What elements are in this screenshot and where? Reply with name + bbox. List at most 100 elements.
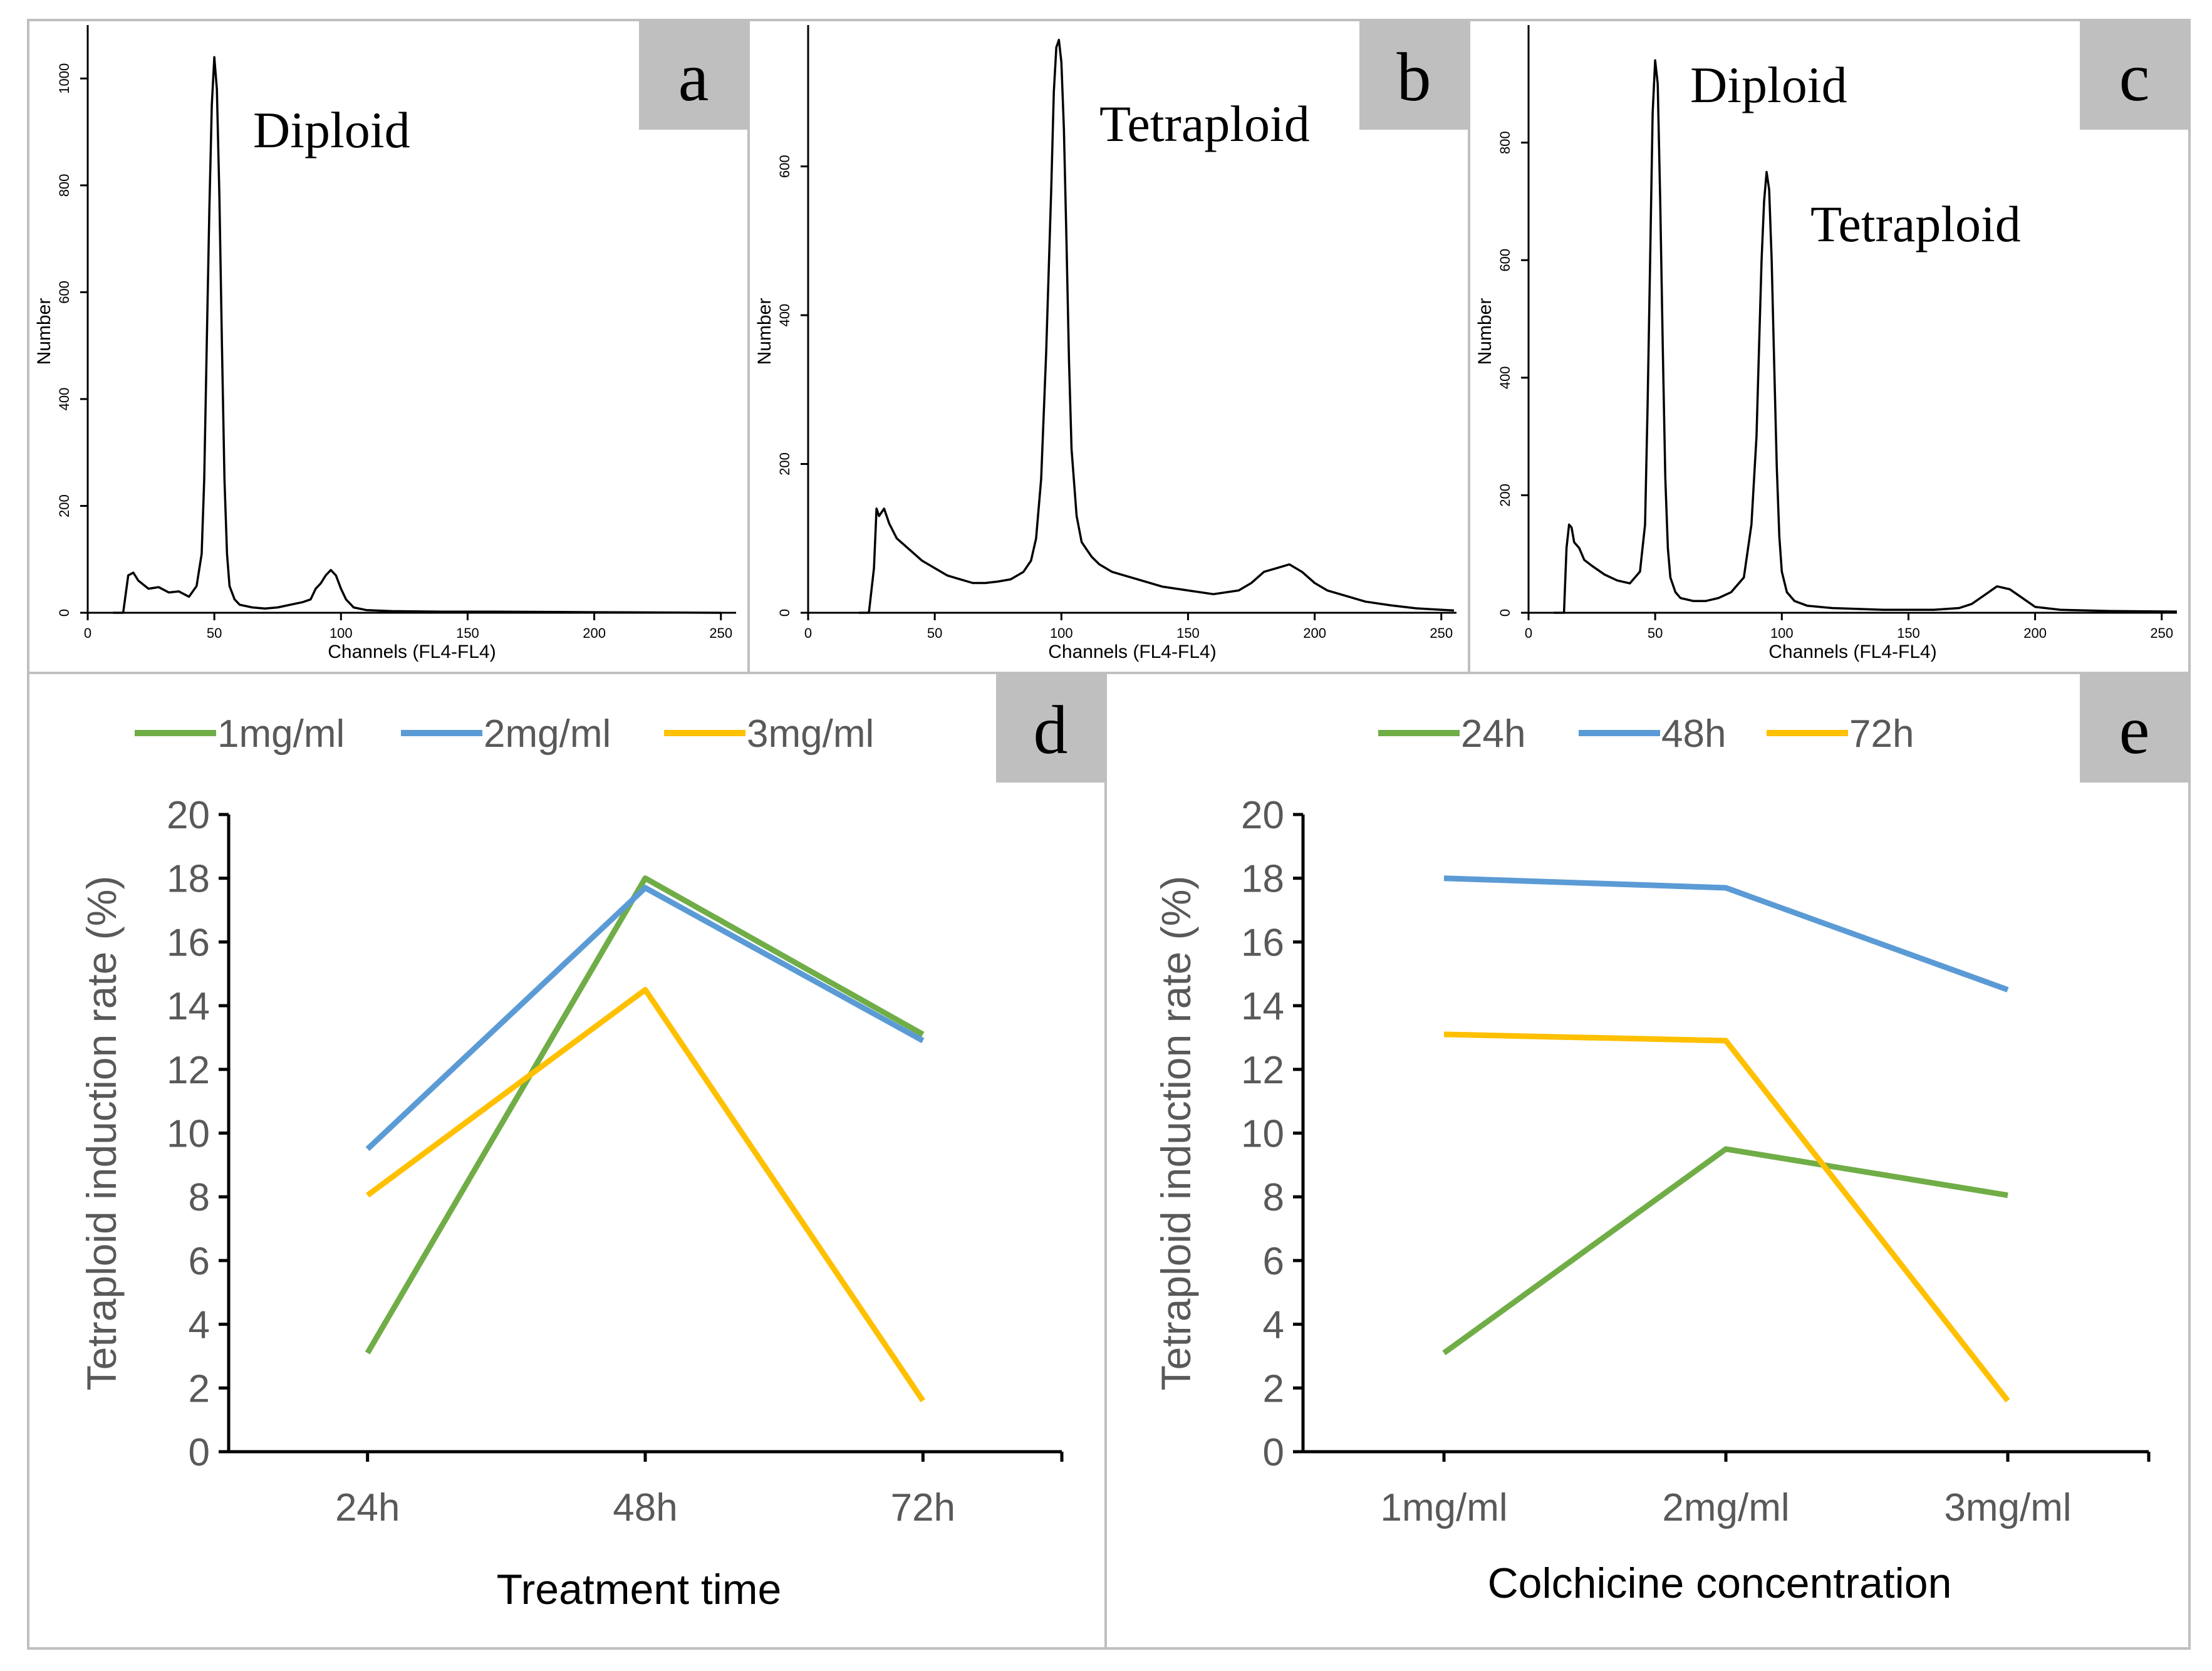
panel-c: 0 50 100 150 200 250 0 200 400 600 800 Channels (FL… [1468,19,2191,674]
panel-b-x-tick-label: 150 [1176,625,1200,641]
panel-d-y-tick-label: 6 [189,1240,210,1283]
panel-d-y-tick-label: 8 [189,1176,210,1219]
panel-b-x-tick-label: 50 [927,625,942,641]
panel-c-x-tick-label: 150 [1897,625,1920,641]
panel-e-x-tick-label: 1mg/ml [1380,1486,1507,1529]
panel-c-x-tick-label: 250 [2150,625,2173,641]
panel-a-plot: 0 50 100 150 200 250 0 200 400 600 800 1000 Channels… [34,25,736,662]
panel-d-legend: 1mg/ml 2mg/ml 3mg/ml [135,712,874,756]
panel-e-y-tick-label: 14 [1241,985,1284,1028]
panel-d-y-tick-label: 16 [167,921,210,964]
panel-e-legend-label-48h: 48h [1661,712,1726,756]
panel-c-y-tick-label: 200 [1497,484,1513,507]
panel-b-y-tick-label: 200 [777,452,792,476]
panel-e-series-line-48h [1443,875,2009,992]
panel-a-annotation-diploid: Diploid [253,102,410,159]
panel-b-x-tick-label: 200 [1303,625,1326,641]
panel-e: 24h 48h 72h 0 2 4 6 8 10 12 14 16 18 20 1mg/ml 2mg/ml 3… [1104,672,2191,1650]
panel-d-border [27,672,1107,1650]
panel-e-x-tick-label: 3mg/ml [1944,1486,2071,1529]
panel-c-y-tick-label: 400 [1497,366,1513,389]
panel-a-x-tick-label: 200 [583,625,606,641]
panel-d-legend-label-2mg/ml: 2mg/ml [484,712,611,756]
panel-d-x-tick-label: 72h [891,1486,955,1529]
panel-e-series-line-24h [1442,1146,2008,1356]
panel-b-y-tick-label: 0 [777,609,792,617]
panel-a-x-tick-label: 100 [330,625,353,641]
panel-e-tag-bg [2080,673,2189,783]
panel-b-x-tick-label: 100 [1050,625,1073,641]
panel-b-tag: b [1397,39,1431,115]
panel-e-y-tick-label: 2 [1263,1367,1284,1410]
panel-e-y-tick-label: 18 [1241,858,1284,901]
panel-a-y-tick-label: 1000 [56,63,72,94]
panel-c-x-axis-title: Channels (FL4-FL4) [1768,642,1936,662]
panel-c-x-tick-label: 200 [2023,625,2047,641]
panel-c-y-tick-label: 600 [1497,249,1513,272]
panel-d-y-tick-label: 0 [189,1431,210,1474]
panel-e-legend: 24h 48h 72h [1378,712,1914,756]
panel-d-y-tick-label: 18 [167,858,210,901]
panel-d-x-axis-title: Treatment time [497,1566,782,1613]
panel-d-y-axis-title: Tetraploid induction rate (%) [78,876,125,1391]
panel-d-tag: d [1034,692,1068,768]
panel-d: 1mg/ml 2mg/ml 3mg/ml 0 2 4 6 8 10 12 14 16 18 20 24h 4… [27,672,1107,1650]
panel-e-legend-label-72h: 72h [1849,712,1914,756]
panel-d-y-tick-label: 4 [189,1304,210,1347]
panel-b-histogram-line [858,38,1455,614]
panel-b-border [747,19,1470,674]
panel-d-x-tick-label: 48h [613,1486,677,1529]
panel-d-y-tick-label: 20 [167,794,210,837]
panel-a-tag-bg [639,20,749,130]
panel-d-x-tick-label: 24h [335,1486,400,1529]
panel-e-y-axis-title: Tetraploid induction rate (%) [1153,876,1199,1391]
panel-a-x-tick-label: 50 [207,625,222,641]
panel-a-x-axis-title: Channels (FL4-FL4) [328,642,496,662]
panel-a-x-tick-label: 250 [709,625,732,641]
panel-e-y-tick-label: 8 [1263,1176,1284,1219]
panel-a-y-tick-label: 800 [56,174,72,197]
panel-a-tag: a [678,39,709,115]
panel-b: 0 50 100 150 200 250 0 200 400 600 Channels (FL4-F… [747,19,1470,674]
panel-a-y-tick-label: 0 [56,609,72,617]
panel-e-y-tick-label: 6 [1263,1240,1284,1283]
panel-a-y-tick-label: 200 [56,494,72,518]
panel-c-x-tick-label: 50 [1648,625,1663,641]
panel-d-legend-label-3mg/ml: 3mg/ml [747,712,874,756]
panel-e-series-line-72h [1443,1031,2010,1403]
panel-e-y-tick-label: 20 [1241,794,1284,837]
panel-b-x-tick-label: 0 [804,625,812,641]
panel-b-x-tick-label: 250 [1430,625,1453,641]
panel-d-series-line-2mg/ml [365,885,925,1152]
panel-a-x-tick-label: 150 [456,625,479,641]
panel-c-y-tick-label: 0 [1497,609,1513,617]
panel-e-y-tick-label: 10 [1241,1113,1284,1156]
panel-e-y-tick-label: 12 [1241,1049,1284,1092]
panel-b-annotation-tetraploid: Tetraploid [1099,95,1310,152]
panel-e-x-axis-title: Colchicine concentration [1488,1559,1952,1607]
panel-a: 0 50 100 150 200 250 0 200 400 600 800 1000 Channels… [27,19,750,674]
panel-a-border [27,19,750,674]
panel-e-legend-label-24h: 24h [1461,712,1525,756]
panel-c-annotation-tetraploid: Tetraploid [1810,195,2021,252]
panel-b-y-axis-title: Number [754,298,775,365]
panel-e-x-tick-label: 2mg/ml [1662,1486,1789,1529]
panel-b-plot: 0 50 100 150 200 250 0 200 400 600 Channels (FL4-F… [754,25,1456,662]
panel-c-tag-bg [2080,20,2189,130]
panel-b-x-axis-title: Channels (FL4-FL4) [1048,642,1216,662]
panel-b-y-tick-label: 400 [777,304,792,327]
panel-a-y-tick-label: 600 [56,281,72,304]
panel-e-plot: 0 2 4 6 8 10 12 14 16 18 20 1mg/ml 2mg/ml 3mg/ml Tetra… [1153,794,2151,1607]
panel-a-y-axis-title: Number [34,298,55,365]
panel-e-tag: e [2119,692,2150,768]
panel-e-y-tick-label: 4 [1263,1304,1284,1347]
panel-d-y-tick-label: 14 [167,985,210,1028]
panel-c-annotation-diploid: Diploid [1690,56,1847,113]
panel-b-tag-bg [1359,20,1469,130]
panel-d-y-tick-label: 10 [167,1113,210,1156]
panel-b-y-tick-label: 600 [777,155,792,178]
panel-d-series-line-1mg/ml [365,875,925,1355]
panel-e-y-tick-label: 16 [1241,921,1284,964]
panel-d-tag-bg [996,673,1106,783]
panel-d-y-tick-label: 12 [167,1049,210,1092]
